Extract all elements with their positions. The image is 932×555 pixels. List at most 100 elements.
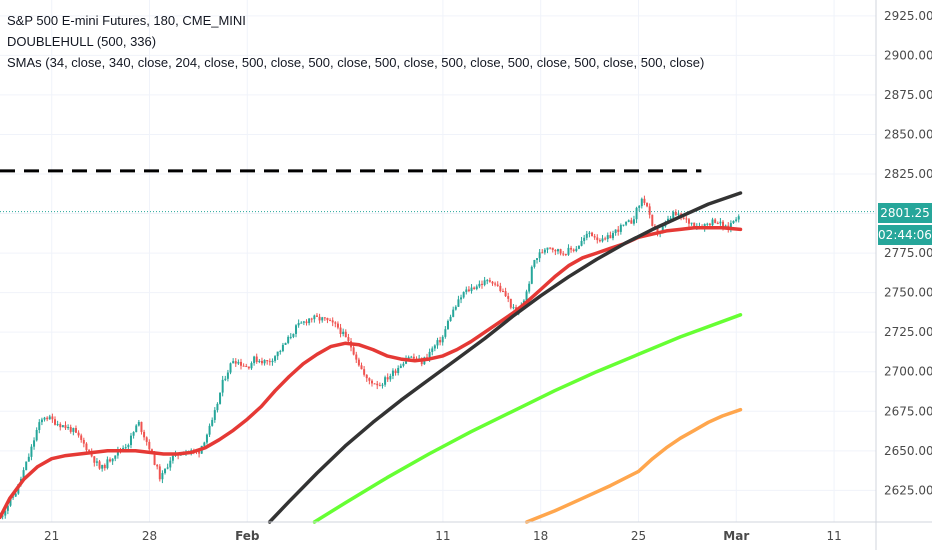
x-tick-label: Mar	[723, 529, 749, 543]
x-tick-label: Feb	[235, 529, 260, 543]
candle-body	[153, 451, 156, 465]
candle-body	[410, 356, 413, 358]
candle-body	[336, 323, 339, 328]
candle-body	[486, 280, 489, 282]
candle-body	[546, 247, 549, 250]
candle-body	[150, 449, 153, 452]
x-tick-label: 28	[142, 529, 157, 543]
y-tick-label: 2725.00	[884, 325, 932, 339]
candle-body	[732, 220, 735, 224]
candle-body	[444, 329, 447, 337]
candle-body	[570, 247, 573, 250]
candle-body	[428, 351, 431, 359]
candle-body	[504, 291, 507, 297]
candle-body	[43, 417, 46, 420]
candle-body	[169, 460, 172, 468]
indicator-smas-label[interactable]: SMAs (34, close, 340, close, 204, close,…	[7, 55, 705, 70]
y-tick-label: 2925.00	[884, 9, 932, 23]
x-tick-label: 21	[44, 529, 59, 543]
candle-body	[253, 356, 256, 364]
candle-body	[627, 220, 630, 222]
candle-body	[305, 321, 308, 324]
last-price-label: 2801.25	[878, 203, 932, 223]
candle-body	[588, 232, 591, 234]
candle-body	[224, 378, 227, 380]
candle-body	[226, 372, 229, 379]
y-tick-label: 2625.00	[884, 483, 932, 497]
candle-body	[221, 379, 224, 393]
y-tick-label: 2850.00	[884, 127, 932, 141]
candle-body	[509, 298, 512, 308]
candle-body	[237, 361, 240, 364]
candle-body	[137, 421, 140, 426]
candle-body	[295, 325, 298, 334]
candle-body	[232, 361, 235, 364]
candle-body	[22, 470, 25, 479]
candle-body	[82, 439, 85, 444]
candle-body	[593, 236, 596, 238]
x-tick-label: 25	[631, 529, 646, 543]
candle-body	[465, 289, 468, 292]
candle-body	[245, 366, 248, 368]
candle-body	[617, 229, 620, 232]
y-tick-label: 2775.00	[884, 246, 932, 260]
candle-body	[12, 496, 15, 498]
candle-body	[64, 425, 67, 429]
candle-body	[470, 287, 473, 292]
candle-body	[431, 348, 434, 352]
candle-body	[412, 356, 415, 359]
candle-body	[308, 318, 311, 324]
candle-body	[528, 283, 531, 292]
price-candles	[0, 195, 740, 520]
candle-body	[240, 361, 243, 366]
candle-body	[397, 367, 400, 374]
candle-body	[446, 320, 449, 330]
candle-body	[719, 221, 722, 224]
candle-body	[101, 464, 104, 469]
candle-body	[242, 365, 245, 367]
candle-body	[216, 403, 219, 411]
candle-body	[478, 283, 481, 287]
candle-body	[567, 247, 570, 255]
candle-body	[640, 198, 643, 207]
candle-body	[619, 225, 622, 232]
candle-body	[171, 455, 174, 461]
candle-body	[339, 327, 342, 334]
candle-body	[677, 213, 680, 215]
candle-body	[164, 468, 167, 474]
candle-body	[457, 299, 460, 307]
candle-body	[601, 238, 604, 242]
candle-body	[318, 316, 321, 321]
y-tick-label: 2750.00	[884, 286, 932, 300]
candle-body	[541, 252, 544, 254]
candle-body	[538, 252, 541, 259]
bar-countdown-label: 02:44:06	[878, 225, 932, 245]
candle-body	[530, 266, 533, 284]
candle-body	[124, 447, 127, 449]
candle-body	[399, 365, 402, 368]
candle-body	[122, 447, 125, 450]
candle-body	[271, 360, 274, 363]
candle-body	[706, 223, 709, 225]
candle-body	[129, 435, 132, 446]
candle-body	[638, 206, 641, 208]
candle-body	[347, 337, 350, 342]
candle-body	[494, 283, 497, 285]
y-tick-label: 2825.00	[884, 167, 932, 181]
candle-body	[625, 221, 628, 225]
candle-body	[711, 219, 714, 226]
candle-body	[95, 461, 98, 463]
candle-body	[562, 253, 565, 255]
candle-body	[441, 336, 444, 343]
candle-body	[496, 284, 499, 286]
candle-body	[111, 458, 114, 462]
candle-body	[342, 331, 345, 334]
candle-body	[310, 318, 313, 320]
candle-body	[381, 384, 384, 386]
sma-line-sma-204	[312, 313, 743, 524]
candle-body	[572, 249, 575, 251]
symbol-title[interactable]: S&P 500 E-mini Futures, 180, CME_MINI	[7, 13, 246, 28]
indicator-doublehull-label[interactable]: DOUBLEHULL (500, 336)	[7, 34, 157, 49]
